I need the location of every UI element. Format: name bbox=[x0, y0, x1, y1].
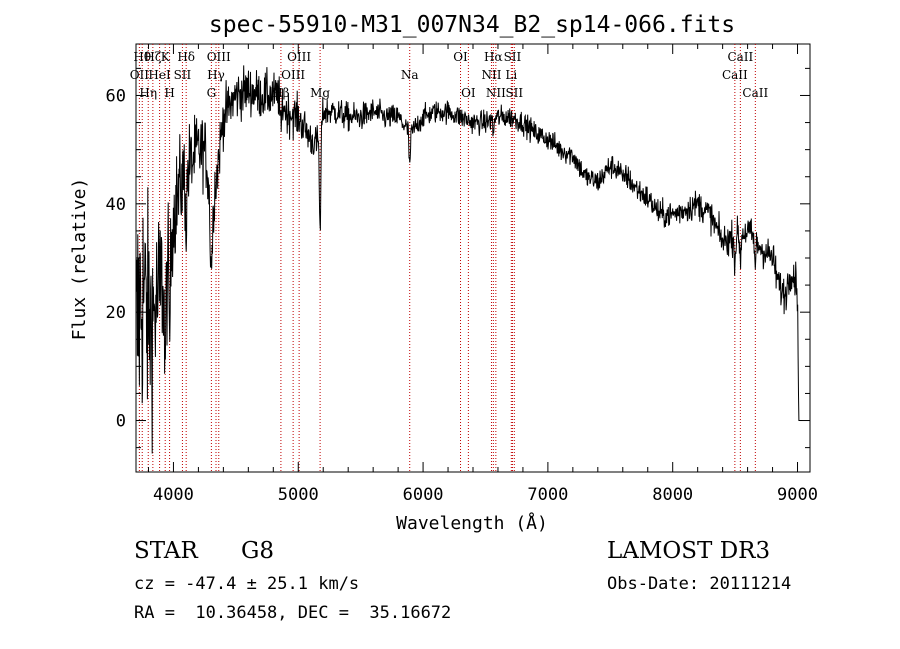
line-label: Hβ bbox=[272, 86, 289, 100]
y-tick-label: 60 bbox=[106, 86, 126, 106]
line-label: HeI bbox=[148, 68, 171, 82]
line-label: CaII bbox=[727, 50, 753, 64]
flux-series-line bbox=[135, 65, 803, 454]
line-label: OI bbox=[461, 86, 476, 100]
subclass-label: G8 bbox=[241, 538, 275, 564]
line-label: OIII bbox=[287, 50, 311, 64]
class-label: STAR bbox=[134, 538, 198, 564]
x-axis-label: Wavelength (Å) bbox=[396, 512, 548, 534]
line-label: H bbox=[164, 86, 174, 100]
line-label: OIII bbox=[281, 68, 305, 82]
line-label: Na bbox=[401, 68, 419, 82]
line-label: CaII bbox=[742, 86, 768, 100]
line-label: Hη bbox=[139, 86, 157, 100]
line-labels: OIIHθHηHζHeIKHSIIHδGHγOIIIHβOIIIOIIIMgNa… bbox=[130, 50, 769, 100]
line-label: Hα bbox=[484, 50, 503, 64]
x-tick-label: 4000 bbox=[153, 485, 194, 505]
line-label: Hζ bbox=[144, 50, 161, 64]
redshift-readout: cz = -47.4 ± 25.1 km/s bbox=[134, 574, 360, 594]
line-label: SII bbox=[505, 86, 523, 100]
line-label: SII bbox=[504, 50, 522, 64]
x-tick-label: 5000 bbox=[278, 485, 319, 505]
line-label: Hγ bbox=[207, 68, 225, 82]
x-tick-label: 7000 bbox=[527, 485, 568, 505]
x-tick-label: 6000 bbox=[403, 485, 444, 505]
line-label: OII bbox=[130, 68, 150, 82]
y-axis-label: Flux (relative) bbox=[69, 178, 90, 341]
obs-date-readout: Obs-Date: 20111214 bbox=[607, 574, 792, 594]
line-label: NII bbox=[486, 86, 506, 100]
line-label: Li bbox=[505, 68, 517, 82]
line-label: CaII bbox=[722, 68, 748, 82]
y-tick-label: 40 bbox=[106, 195, 126, 215]
line-label: K bbox=[161, 50, 171, 64]
chart-title: spec-55910-M31_007N34_B2_sp14-066.fits bbox=[209, 12, 735, 38]
x-axis-ticks: 4000 5000 6000 7000 8000 9000 bbox=[147, 44, 818, 505]
survey-label: LAMOST DR3 bbox=[607, 538, 771, 564]
line-label: Mg bbox=[310, 86, 330, 100]
line-label: OI bbox=[453, 50, 468, 64]
line-label: OIII bbox=[207, 50, 231, 64]
line-label: G bbox=[207, 86, 217, 100]
x-tick-label: 8000 bbox=[652, 485, 693, 505]
line-label: Hθ bbox=[133, 50, 151, 64]
line-label: SII bbox=[174, 68, 192, 82]
line-label: Hδ bbox=[177, 50, 195, 64]
x-tick-label: 9000 bbox=[777, 485, 818, 505]
y-axis-ticks: 0 20 40 60 bbox=[106, 67, 810, 449]
y-tick-label: 20 bbox=[106, 303, 126, 323]
coordinates-readout: RA = 10.36458, DEC = 35.16672 bbox=[134, 603, 452, 623]
line-label: NII bbox=[481, 68, 501, 82]
y-tick-label: 0 bbox=[116, 412, 126, 432]
